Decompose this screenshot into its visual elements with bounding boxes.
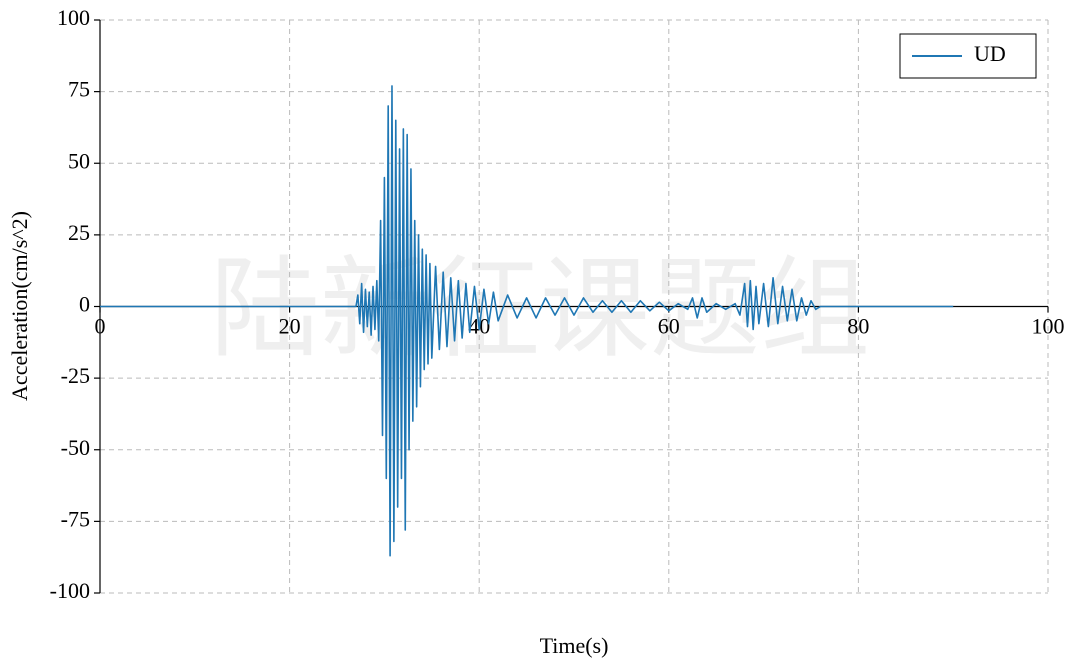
legend-label: UD [974,41,1006,66]
data-line [100,85,954,557]
y-tick-label: 75 [68,77,90,102]
x-tick-label: 60 [658,314,680,339]
y-axis-label: Acceleration(cm/s^2) [7,211,32,401]
x-axis-label: Time(s) [540,633,609,658]
y-tick-label: -25 [61,363,90,388]
x-tick-label: 20 [279,314,301,339]
y-tick-label: -75 [61,506,90,531]
y-tick-label: 50 [68,148,90,173]
x-tick-label: 80 [847,314,869,339]
y-tick-label: 100 [57,5,90,30]
y-tick-label: -100 [50,578,90,603]
x-tick-label: 100 [1032,314,1065,339]
y-tick-label: 0 [79,292,90,317]
y-tick-label: 25 [68,220,90,245]
y-tick-label: -50 [61,435,90,460]
